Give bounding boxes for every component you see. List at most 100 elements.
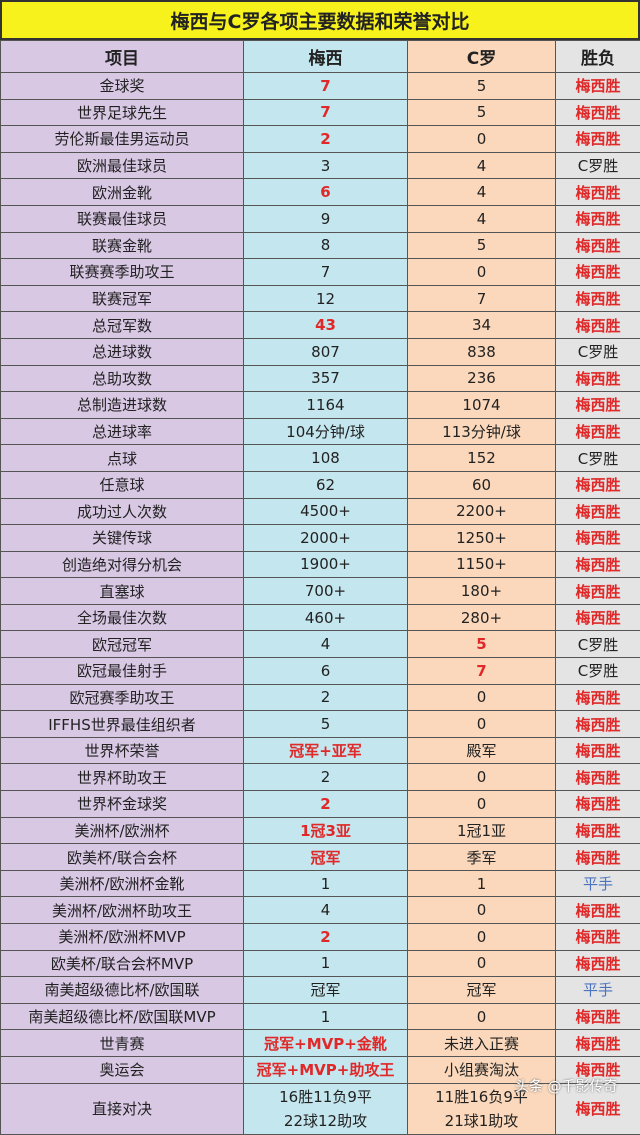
result-cell: 梅西胜 [556,285,640,312]
item-cell: 世界足球先生 [1,99,244,126]
ronaldo-cell: 1 [408,870,556,897]
ronaldo-cell: 60 [408,471,556,498]
item-cell: 欧美杯/联合会杯MVP [1,950,244,977]
table-row: 世青赛冠军+MVP+金靴未进入正赛梅西胜 [1,1030,640,1057]
table-row: 欧美杯/联合会杯冠军季军梅西胜 [1,844,640,871]
messi-cell: 700+ [244,578,408,605]
messi-cell: 1164 [244,392,408,419]
item-cell: IFFHS世界最佳组织者 [1,711,244,738]
item-cell: 全场最佳次数 [1,604,244,631]
messi-cell: 冠军 [244,844,408,871]
messi-cell: 1冠3亚 [244,817,408,844]
ronaldo-cell: 280+ [408,604,556,631]
messi-cell: 3 [244,152,408,179]
messi-cell: 12 [244,285,408,312]
result-cell: 梅西胜 [556,737,640,764]
result-cell: 梅西胜 [556,791,640,818]
ronaldo-cell: 季军 [408,844,556,871]
item-cell: 世界杯金球奖 [1,791,244,818]
messi-cell: 2 [244,126,408,153]
result-cell: 梅西胜 [556,578,640,605]
messi-cell: 108 [244,445,408,472]
messi-cell: 8 [244,232,408,259]
header-messi: 梅西 [244,41,408,73]
messi-cell: 9 [244,205,408,232]
ronaldo-cell: 5 [408,73,556,100]
ronaldo-cell: 0 [408,259,556,286]
messi-cell: 7 [244,259,408,286]
messi-cell: 7 [244,99,408,126]
item-cell: 直接对决 [1,1083,244,1134]
item-cell: 欧冠最佳射手 [1,658,244,685]
ronaldo-cell: 5 [408,99,556,126]
result-cell: 梅西胜 [556,471,640,498]
result-cell: 梅西胜 [556,205,640,232]
result-cell: 梅西胜 [556,844,640,871]
result-cell: 梅西胜 [556,259,640,286]
item-cell: 总进球率 [1,418,244,445]
messi-cell: 冠军+MVP+助攻王 [244,1056,408,1083]
result-cell: 梅西胜 [556,1003,640,1030]
table-row: 世界杯荣誉冠军+亚军殿军梅西胜 [1,737,640,764]
item-cell: 成功过人次数 [1,498,244,525]
item-cell: 联赛金靴 [1,232,244,259]
ronaldo-cell: 4 [408,152,556,179]
item-cell: 世界杯助攻王 [1,764,244,791]
result-cell: C罗胜 [556,445,640,472]
ronaldo-cell: 180+ [408,578,556,605]
item-cell: 美洲杯/欧洲杯金靴 [1,870,244,897]
messi-cell: 冠军 [244,977,408,1004]
header-result: 胜负 [556,41,640,73]
result-cell: 梅西胜 [556,392,640,419]
ronaldo-cell: 4 [408,179,556,206]
ronaldo-cell: 4 [408,205,556,232]
item-cell: 总冠军数 [1,312,244,339]
header-item: 项目 [1,41,244,73]
messi-cell: 807 [244,338,408,365]
result-cell: 梅西胜 [556,817,640,844]
result-cell: C罗胜 [556,658,640,685]
ronaldo-cell: 0 [408,791,556,818]
item-cell: 美洲杯/欧洲杯 [1,817,244,844]
item-cell: 联赛赛季助攻王 [1,259,244,286]
ronaldo-cell: 0 [408,950,556,977]
ronaldo-cell: 7 [408,658,556,685]
ronaldo-cell: 0 [408,684,556,711]
item-cell: 劳伦斯最佳男运动员 [1,126,244,153]
messi-cell: 冠军+亚军 [244,737,408,764]
messi-cell: 4 [244,897,408,924]
ronaldo-cell: 0 [408,711,556,738]
item-cell: 美洲杯/欧洲杯MVP [1,924,244,951]
ronaldo-goals: 21球1助攻 [408,1109,555,1133]
messi-cell: 2 [244,764,408,791]
result-cell: 梅西胜 [556,525,640,552]
messi-cell: 4 [244,631,408,658]
result-cell: 梅西胜 [556,1030,640,1057]
result-cell: 梅西胜 [556,764,640,791]
result-cell: 梅西胜 [556,418,640,445]
item-cell: 点球 [1,445,244,472]
messi-record: 16胜11负9平 [244,1085,407,1109]
item-cell: 美洲杯/欧洲杯助攻王 [1,897,244,924]
item-cell: 南美超级德比杯/欧国联MVP [1,1003,244,1030]
watermark: 头条 @千影传奇 [515,1076,617,1096]
